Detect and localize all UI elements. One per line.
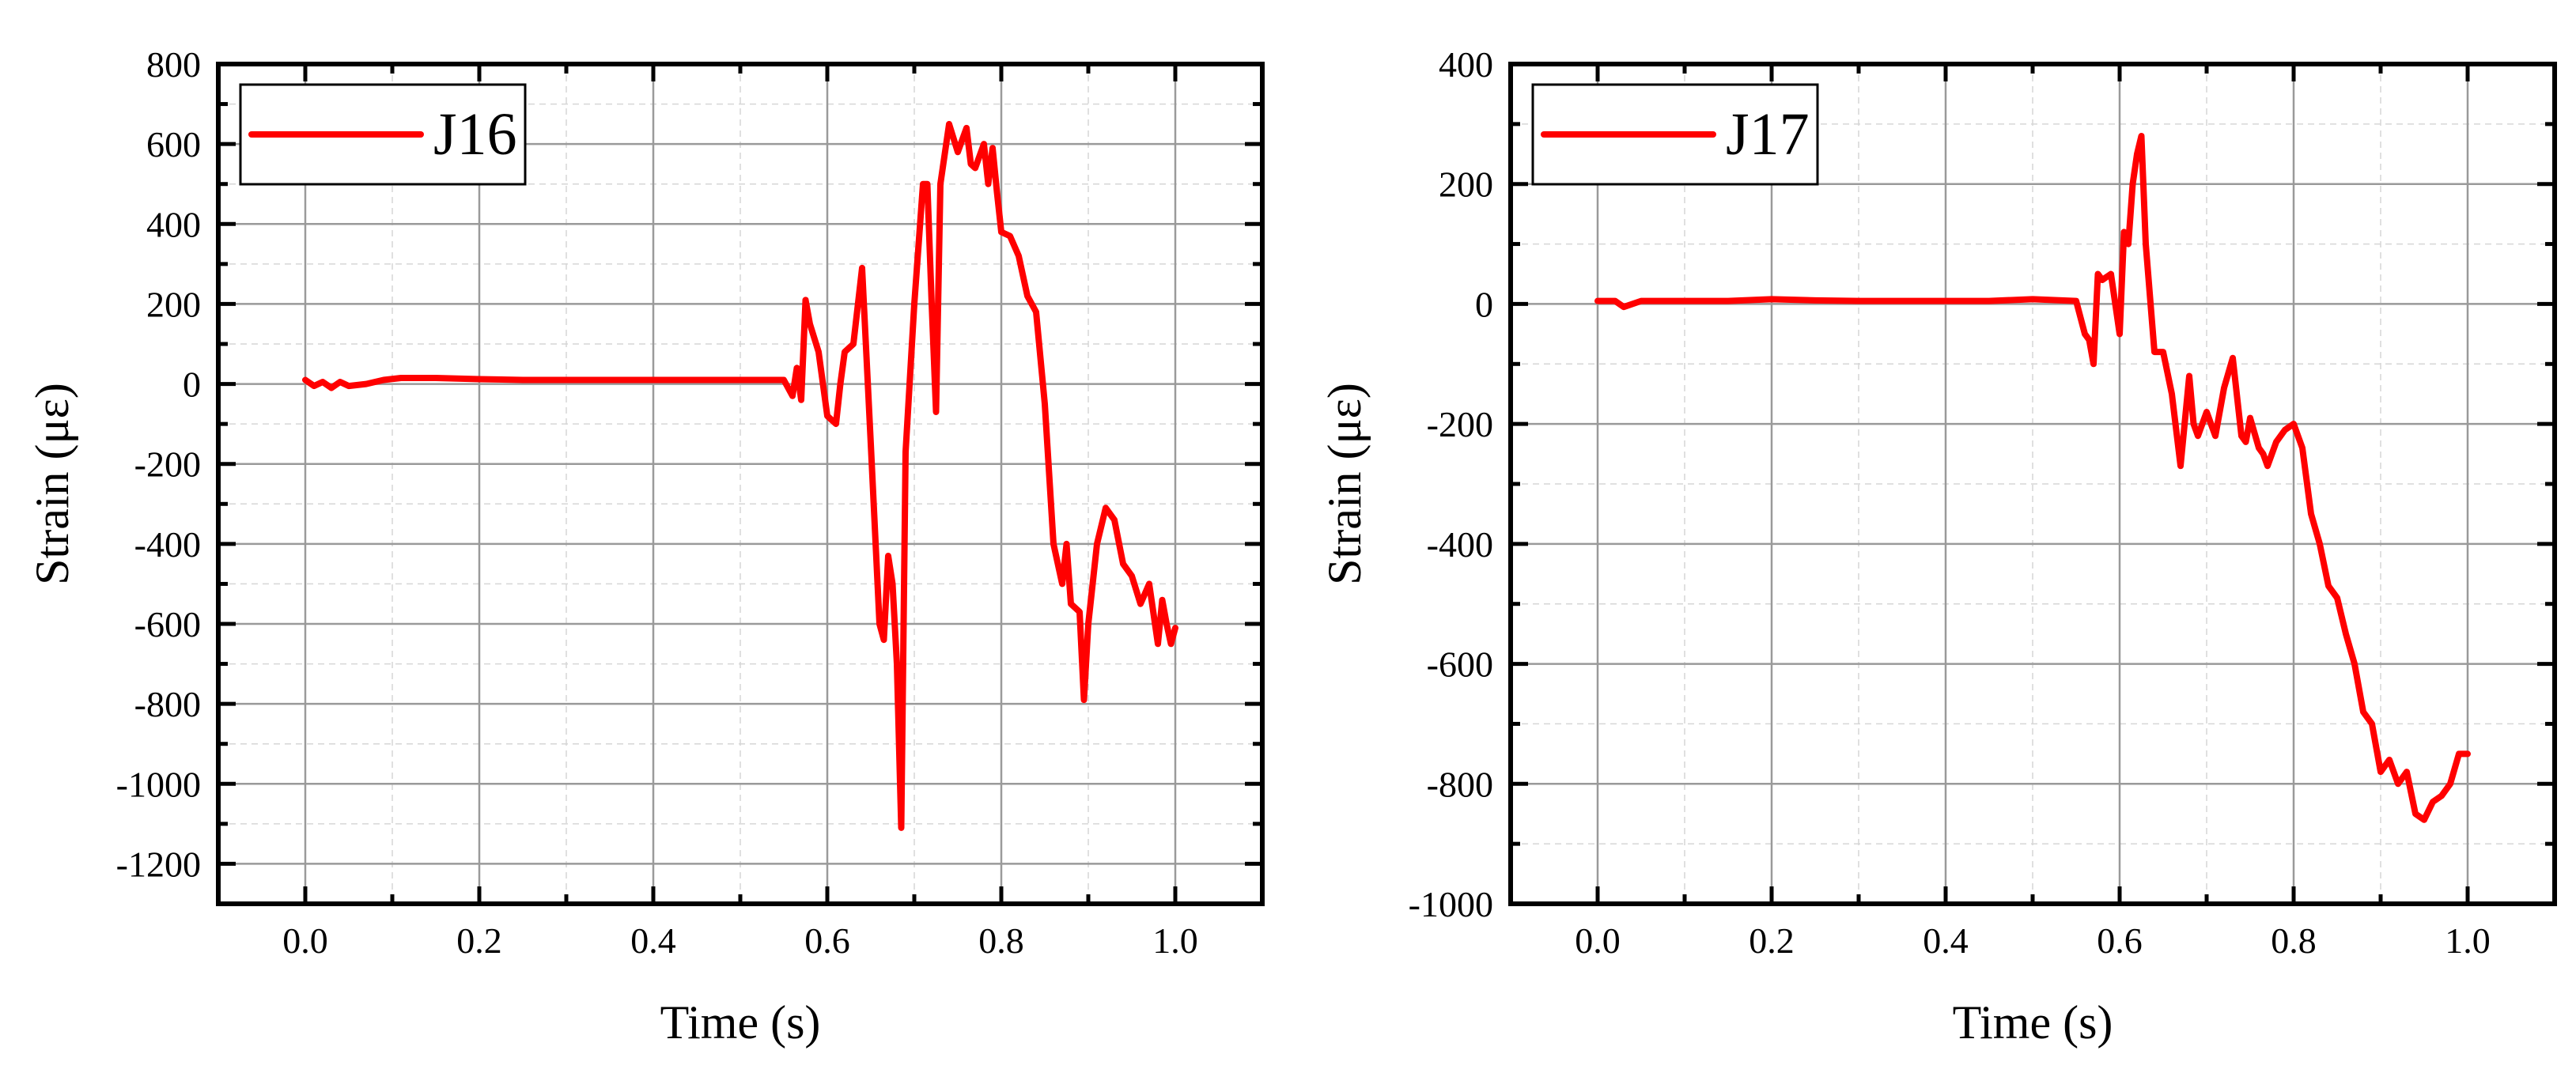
x-tick-label: 0.2 — [456, 920, 502, 961]
x-axis: 0.0 0.2 0.4 0.6 0.8 1.0 — [282, 64, 1198, 961]
x-tick-label: 1.0 — [1152, 920, 1198, 961]
x-tick-label: 0.6 — [2097, 920, 2143, 961]
y-axis: 800 600 400 200 0 -200 -400 -600 -800 -1000 -1200 — [116, 44, 1262, 884]
x-tick-label: 0.4 — [630, 920, 676, 961]
x-axis-title: Time (s) — [660, 996, 821, 1049]
chart-panel-1: 0.0 0.2 0.4 0.6 0.8 1.0 800 600 400 200 0 -200 -400 -… — [26, 44, 1265, 1049]
x-tick-label: 0.0 — [1575, 920, 1621, 961]
x-axis-title: Time (s) — [1953, 996, 2113, 1049]
legend: J16 — [239, 83, 527, 186]
y-tick-label: -600 — [1427, 644, 1493, 685]
x-tick-label: 0.4 — [1923, 920, 1969, 961]
x-tick-label: 0.6 — [804, 920, 850, 961]
y-tick-label: -200 — [1427, 404, 1493, 444]
y-tick-label: -800 — [1427, 764, 1493, 804]
y-tick-label: 600 — [146, 124, 201, 164]
y-tick-label: -600 — [134, 604, 201, 644]
x-axis: 0.0 0.2 0.4 0.6 0.8 1.0 — [1575, 64, 2491, 961]
x-tick-label: 0.8 — [2271, 920, 2317, 961]
x-tick-label: 1.0 — [2445, 920, 2491, 961]
legend-label: J17 — [1726, 101, 1810, 168]
x-tick-label: 0.8 — [978, 920, 1024, 961]
y-tick-label: 0 — [183, 365, 201, 405]
x-tick-label: 0.2 — [1749, 920, 1795, 961]
chart-panel-2: 0.0 0.2 0.4 0.6 0.8 1.0 400 200 0 -200 -400 -600 -80… — [1318, 44, 2557, 1049]
y-tick-label: 200 — [146, 284, 201, 324]
y-tick-label: -1000 — [1409, 884, 1493, 924]
minor-grid — [218, 64, 1263, 904]
y-axis-title: Strain (με) — [26, 383, 78, 585]
y-tick-label: -200 — [134, 444, 201, 485]
legend: J17 — [1531, 83, 1819, 186]
x-tick-label: 0.0 — [282, 920, 328, 961]
series-line-j17 — [1594, 133, 2471, 823]
series-line-j16 — [302, 120, 1178, 831]
y-axis: 400 200 0 -200 -400 -600 -800 -1000 — [1409, 44, 2555, 924]
y-tick-label: 800 — [146, 44, 201, 85]
y-tick-label: 200 — [1439, 164, 1493, 205]
y-tick-label: -400 — [1427, 524, 1493, 565]
y-tick-label: 0 — [1475, 284, 1493, 324]
y-tick-label: 400 — [146, 204, 201, 244]
y-tick-label: -1000 — [116, 764, 201, 804]
y-tick-label: -400 — [134, 524, 201, 565]
y-axis-title: Strain (με) — [1318, 383, 1371, 585]
y-tick-label: 400 — [1439, 44, 1493, 85]
y-tick-label: -800 — [134, 684, 201, 724]
y-tick-label: -1200 — [116, 844, 201, 884]
legend-label: J16 — [433, 101, 517, 168]
